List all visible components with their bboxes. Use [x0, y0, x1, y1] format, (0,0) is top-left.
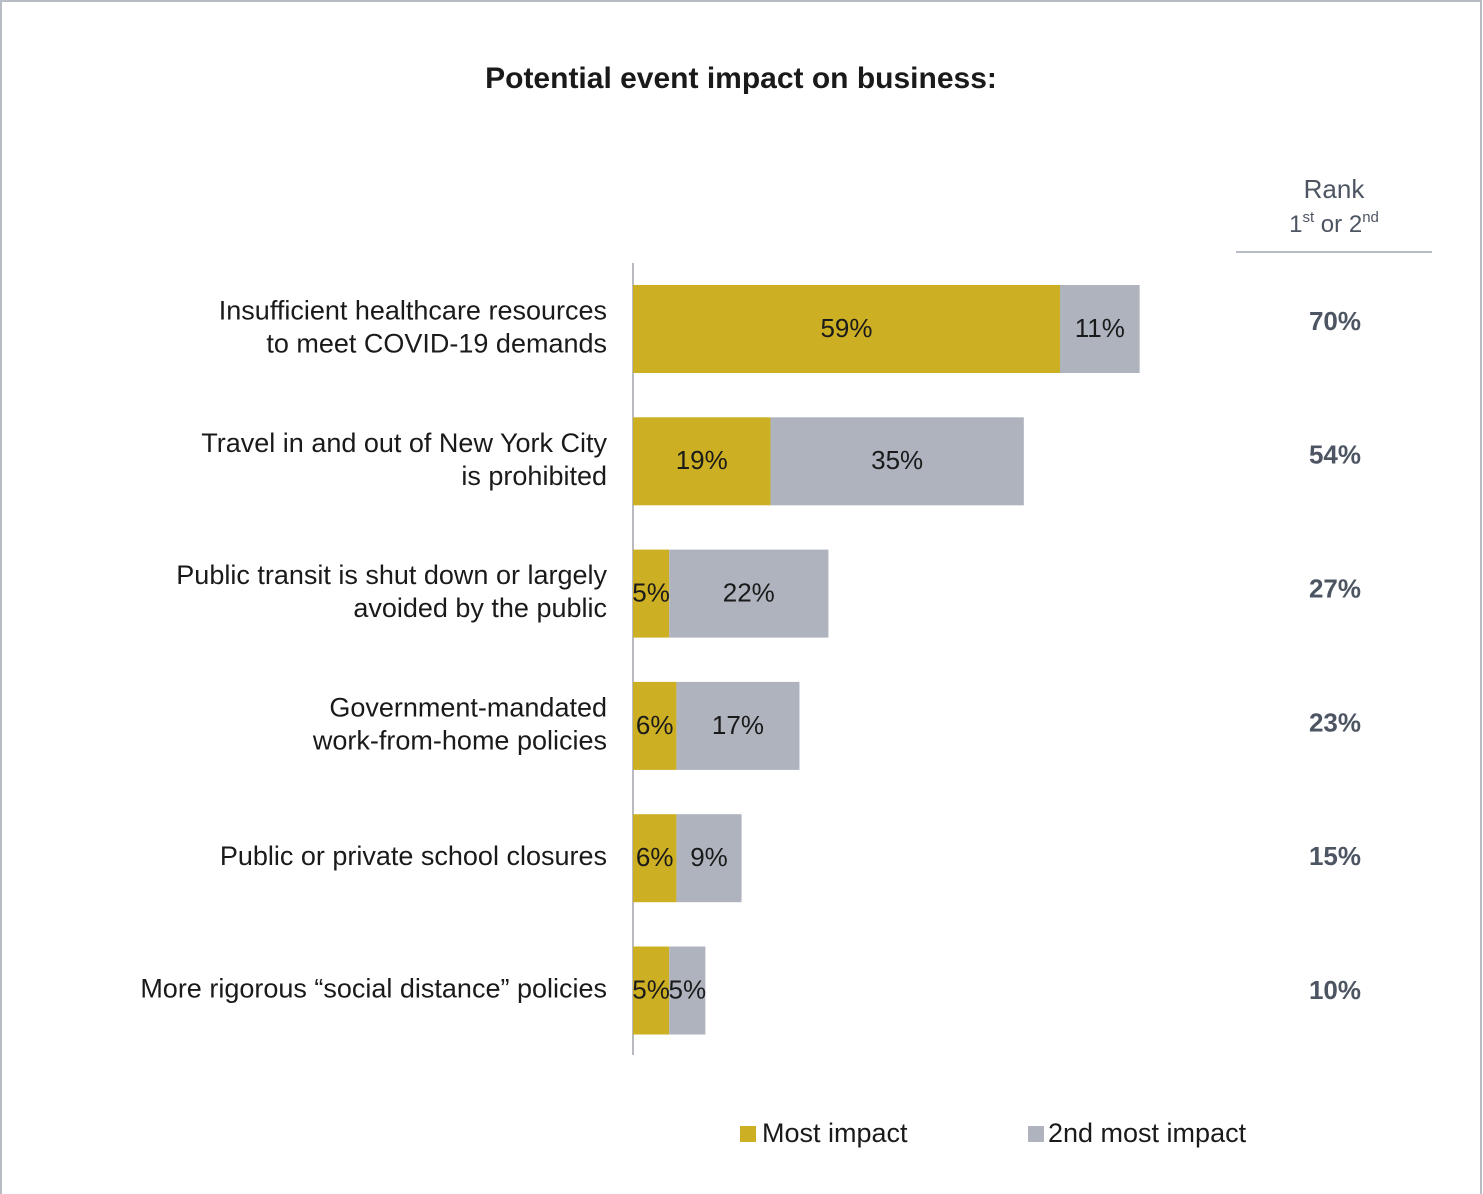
- rank-header: Rank: [1304, 174, 1366, 204]
- category-label: Insufficient healthcare resources to meet…: [219, 296, 607, 359]
- legend-swatch: [740, 1126, 756, 1142]
- bar-segment: [633, 814, 677, 903]
- category-label: Public or private school closures: [220, 841, 607, 871]
- value-label: 35%: [871, 445, 923, 475]
- bar-segment: [633, 285, 1061, 373]
- category-label: Travel in and out of New York City is pro…: [201, 428, 607, 491]
- bar-segment: [633, 549, 670, 638]
- bar-segment: [770, 417, 1024, 506]
- value-label: 9%: [690, 842, 728, 872]
- value-label: 5%: [632, 577, 670, 607]
- category-label: Public transit is shut down or largely av…: [176, 560, 607, 623]
- total-label: 54%: [1309, 440, 1361, 470]
- value-label: 11%: [1075, 313, 1125, 343]
- total-label: 10%: [1309, 975, 1361, 1005]
- legend-label: Most impact: [762, 1118, 908, 1148]
- chart-title: Potential event impact on business:: [485, 62, 997, 95]
- legend-swatch: [1028, 1126, 1044, 1142]
- bar-segment: [669, 946, 706, 1035]
- bar-segment: [669, 549, 829, 638]
- total-label: 23%: [1309, 707, 1361, 737]
- legend-label: 2nd most impact: [1048, 1118, 1247, 1148]
- value-label: 6%: [636, 710, 674, 740]
- value-label: 59%: [820, 313, 872, 343]
- bar-segment: [633, 417, 771, 506]
- total-label: 70%: [1309, 306, 1361, 336]
- value-label: 6%: [636, 842, 674, 872]
- total-label: 15%: [1309, 841, 1361, 871]
- bar-segment: [1060, 285, 1140, 373]
- rank-subheader: 1st or 2nd: [1289, 209, 1379, 238]
- bar-segment: [633, 681, 677, 770]
- total-label: 27%: [1309, 573, 1361, 603]
- bar-segment: [676, 681, 800, 770]
- value-label: 19%: [676, 445, 728, 475]
- value-label: 5%: [668, 974, 706, 1004]
- category-label: Government-mandated work-from-home polici…: [312, 693, 607, 756]
- value-label: 22%: [723, 577, 775, 607]
- value-label: 17%: [712, 710, 764, 740]
- bar-segment: [633, 946, 670, 1035]
- bar-segment: [676, 814, 742, 903]
- category-label: More rigorous “social distance” policies: [140, 974, 607, 1004]
- value-label: 5%: [632, 974, 670, 1004]
